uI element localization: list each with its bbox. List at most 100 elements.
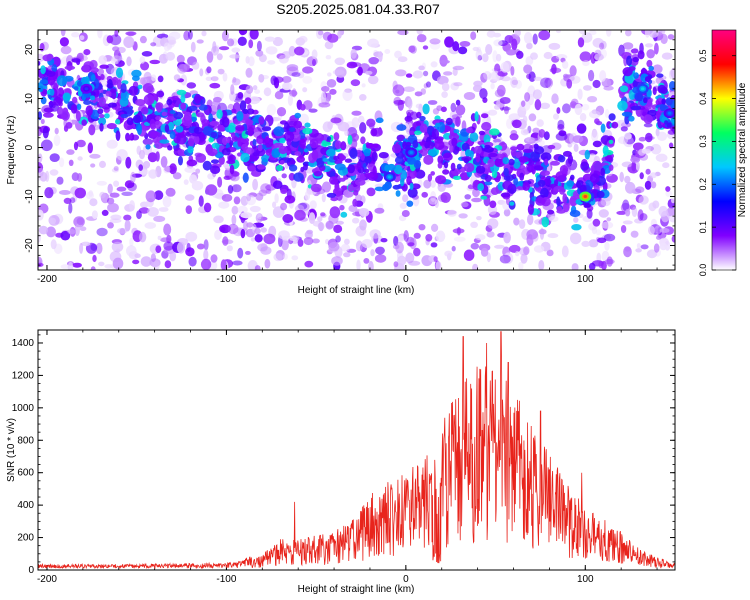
spectrogram-cell [579,184,587,193]
spectrogram-cell [74,86,79,91]
spectrogram-cell [242,172,249,183]
spectrogram-cell [347,134,353,145]
colorbar-tick-label: 0.2 [698,178,708,191]
spectrogram-cell [73,141,79,151]
spectrogram-cell [38,85,44,93]
spectrogram-cell [433,140,445,150]
spectrogram-cell [635,186,645,193]
spectrogram-cell [99,123,104,132]
spectrogram-cell [515,151,522,159]
spectrogram-cell [138,164,143,172]
spectrogram-cell [97,108,104,115]
spectrogram-cell [138,231,147,243]
spectrogram-cell [456,226,461,236]
spectrogram-cell [134,253,141,258]
spectrogram-cell [671,197,675,204]
spectrogram-cell [520,253,528,264]
spectrogram-cell [350,79,361,87]
spectrogram-cell [588,262,596,270]
spectrogram-cell [124,219,131,232]
spectrogram-cell [294,112,302,119]
snr-y-tick-label: 400 [17,500,34,511]
spectrogram-cell [264,258,271,269]
spectrogram-cell [66,149,75,155]
spectrogram-cell [340,185,349,190]
spectrogram-cell [288,160,296,164]
spectrogram-cell [216,53,223,61]
spectrogram-cell [553,185,564,192]
spectrogram-cell [504,105,509,115]
spectrogram-cell [633,72,639,79]
spectrogram-cell [577,37,585,48]
spectrogram-cell [79,35,85,41]
spectrogram-cell [274,193,279,204]
spectrogram-cell [646,49,655,59]
spectrogram-cell [254,234,263,243]
spectrogram-cell [231,205,239,215]
spectrogram-cell [535,197,546,206]
spectrogram-cell [99,64,109,69]
spectrogram-cell [540,152,552,162]
spectrogram-cell [168,31,181,40]
spectrogram-cell [231,108,237,114]
spectrogram-cell [213,96,222,103]
spectrogram-cell [248,165,256,172]
spectrogram-cell [407,156,416,165]
spectrogram-cell [75,110,81,122]
spectrogram-cell [231,184,242,193]
spectrogram-cell [89,95,96,101]
spectrogram-cell [227,38,235,47]
spectrogram-cell [320,212,326,217]
spectrogram-cell [261,126,272,132]
spectrogram-cell [205,184,218,196]
spectrogram-cell [463,92,476,100]
spectrogram-cell [180,94,186,103]
spectrogram-cell [210,159,220,164]
spectrogram-x-tick-label: -200 [37,274,57,285]
spectrogram-cell [634,92,642,102]
spectrogram-cell [592,79,601,89]
spectrogram-cell [202,126,213,136]
spectrogram-cell [490,82,495,90]
spectrogram-cell [76,59,81,66]
spectrogram-cell [176,89,187,96]
spectrogram-cell [256,164,266,170]
spectrogram-cell [95,242,103,255]
spectrogram-cell [302,87,308,93]
spectrogram-cell [230,132,236,138]
spectrogram-cell [264,136,269,144]
spectrogram-cell [142,138,153,146]
spectrogram-cell [592,140,602,148]
spectrogram-cell [217,68,225,75]
spectrogram-cell [272,180,283,189]
spectrogram-cell [646,59,653,68]
spectrogram-cell [475,49,483,61]
spectrogram-cell [76,173,83,182]
snr-frame [37,329,676,571]
spectrogram-cell [127,182,137,192]
spectrogram-cell [190,41,196,53]
spectrogram-cell [588,69,595,82]
spectrogram-cell [506,118,513,129]
spectrogram-cell [138,207,150,214]
spectrogram-cell [548,216,559,222]
spectrogram-cell [558,155,566,163]
spectrogram-cell [334,140,342,150]
spectrogram-cell [533,143,539,150]
spectrogram-cell [543,131,550,141]
spectrogram-cell [494,244,505,249]
spectrogram-cell [150,74,157,82]
spectrogram-cell [90,163,96,168]
spectrogram-cell [239,100,247,111]
spectrogram-cell [312,238,320,244]
spectrogram-y-tick-label: 10 [24,93,35,105]
spectrogram-cell [453,236,466,242]
spectrogram-cell [644,76,651,83]
spectrogram-cell [291,72,301,77]
spectrogram-cell [514,30,521,37]
spectrogram-cell [488,152,498,158]
spectrogram-cell [156,33,169,39]
spectrogram-cell [452,67,458,77]
spectrogram-cell [178,155,183,166]
spectrogram-cell [252,178,258,191]
